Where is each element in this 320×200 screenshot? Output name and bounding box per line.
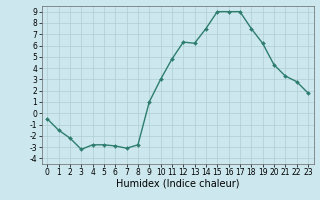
X-axis label: Humidex (Indice chaleur): Humidex (Indice chaleur) [116, 179, 239, 189]
